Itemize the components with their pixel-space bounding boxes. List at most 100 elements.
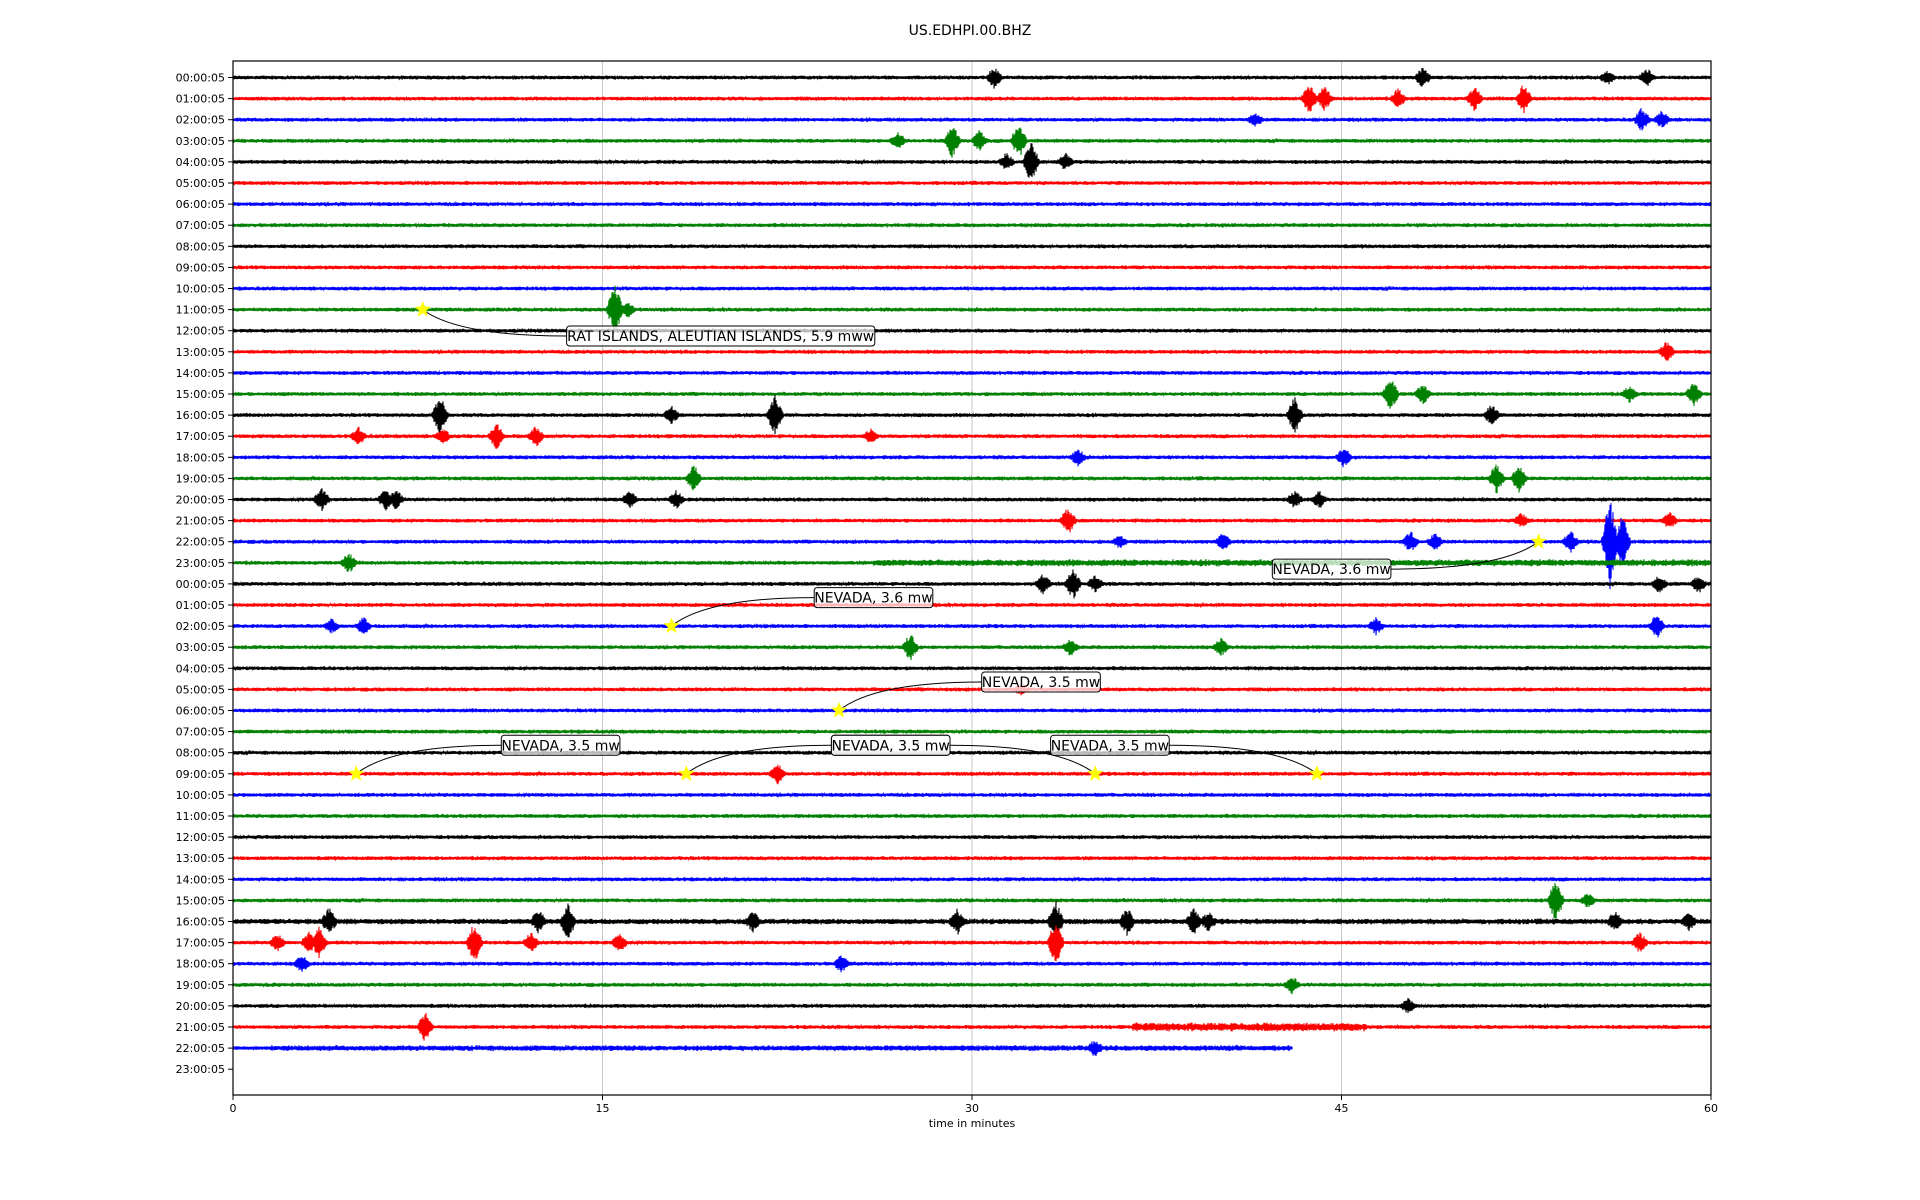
y-tick-label: 18:00:05 [176,958,225,971]
trace-row-4 [232,143,1712,178]
trace-row-19 [232,464,1712,494]
trace-row-28 [232,665,1712,672]
y-tick-label: 13:00:05 [176,346,225,359]
trace-row-44 [232,997,1712,1014]
event-annotations: RAT ISLANDS, ALEUTIAN ISLANDS, 5.9 mww NE… [347,300,1547,781]
x-axis-label: time in minutes [929,1117,1016,1130]
y-tick-label: 09:00:05 [176,768,225,781]
trace-row-14 [232,369,1712,377]
trace-row-30 [232,707,1712,714]
trace-row-2 [232,108,1712,131]
x-axis-ticks: 0 15 30 45 60 [230,1095,1718,1115]
trace-row-29 [232,683,1712,696]
y-tick-label: 01:00:05 [176,599,225,612]
trace-row-42 [232,955,1712,973]
x-tick-label: 30 [965,1102,979,1115]
trace-row-45 [232,1012,1712,1041]
trace-row-41 [232,925,1712,962]
y-tick-label: 06:00:05 [176,198,225,211]
trace-row-9 [232,264,1712,271]
trace-row-25 [232,601,1712,609]
trace-row-11 [232,285,1712,334]
y-tick-label: 11:00:05 [176,304,225,317]
event-label-box [1050,734,1170,756]
event-label-box [981,671,1101,693]
event-label: NEVADA, 3.5 mw [831,738,949,754]
event-label: NEVADA, 3.6 mw [1272,562,1390,578]
trace-row-10 [232,285,1712,292]
trace-row-7 [232,221,1712,229]
event-connector [685,744,832,775]
event-star-marker [1308,765,1326,781]
x-tick-label: 0 [230,1102,237,1115]
trace-row-16 [232,394,1712,435]
grid-lines [602,61,1342,1095]
y-tick-label: 02:00:05 [176,620,225,633]
event-star-marker [1086,765,1104,781]
event-star-marker [663,617,680,634]
event-star-marker [830,701,848,718]
y-tick-label: 08:00:05 [176,240,225,253]
trace-row-24 [232,569,1712,599]
event-star-marker [677,765,695,781]
event-connector [671,597,815,627]
y-tick-label: 01:00:05 [176,93,225,106]
y-tick-label: 13:00:05 [176,852,225,865]
trace-row-35 [232,812,1712,820]
trace-row-39 [232,882,1712,921]
x-tick-label: 45 [1335,1102,1349,1115]
y-tick-label: 14:00:05 [176,367,225,380]
y-tick-label: 00:00:05 [176,578,225,591]
y-tick-label: 21:00:05 [176,1021,225,1034]
y-tick-label: 19:00:05 [176,979,225,992]
event-label-box [830,734,951,756]
y-tick-label: 08:00:05 [176,747,225,760]
y-tick-label: 03:00:05 [176,135,225,148]
y-tick-label: 17:00:05 [176,430,225,443]
y-tick-label: 03:00:05 [176,641,225,654]
y-tick-label: 20:00:05 [176,1000,225,1013]
trace-row-33 [232,764,1712,785]
x-tick-label: 15 [596,1102,610,1115]
y-tick-label: 17:00:05 [176,937,225,950]
event-label-box [566,325,876,347]
y-tick-label: 16:00:05 [176,916,225,929]
event-star-marker [414,300,431,317]
trace-row-22 [232,503,1712,590]
trace-row-17 [232,424,1712,449]
y-tick-label: 04:00:05 [176,156,225,169]
event-connector [1169,744,1318,775]
y-tick-label: 18:00:05 [176,451,225,464]
event-label-box [813,587,934,609]
event-label: NEVADA, 3.5 mw [501,738,619,754]
event-label-box [500,734,621,756]
y-tick-label: 05:00:05 [176,177,225,190]
event-label: RAT ISLANDS, ALEUTIAN ISLANDS, 5.9 mww [567,329,874,345]
trace-row-43 [232,977,1712,995]
y-tick-label: 15:00:05 [176,388,225,401]
y-tick-label: 05:00:05 [176,683,225,696]
trace-row-8 [232,243,1712,250]
y-tick-label: 14:00:05 [176,873,225,886]
trace-row-23 [232,553,1712,573]
event-label-box [1271,558,1392,580]
y-tick-label: 06:00:05 [176,705,225,718]
trace-row-26 [232,616,1712,638]
y-axis-ticks: 00:00:05 01:00:05 02:00:05 03:00:05 04:00:05… [176,72,233,1076]
y-tick-label: 07:00:05 [176,726,225,739]
event-connector [838,681,982,711]
trace-row-21 [232,509,1712,533]
y-tick-label: 22:00:05 [176,536,225,549]
trace-row-18 [232,449,1712,468]
event-star-marker [1530,533,1547,549]
trace-row-31 [232,728,1712,735]
x-tick-label: 60 [1704,1102,1718,1115]
event-connector [1390,541,1539,570]
event-label: NEVADA, 3.5 mw [1051,738,1169,754]
trace-row-36 [232,833,1712,841]
y-tick-label: 02:00:05 [176,114,225,127]
chart-title: US.EDHPI.00.BHZ [909,23,1032,39]
y-tick-label: 12:00:05 [176,325,225,338]
y-tick-label: 07:00:05 [176,219,225,232]
